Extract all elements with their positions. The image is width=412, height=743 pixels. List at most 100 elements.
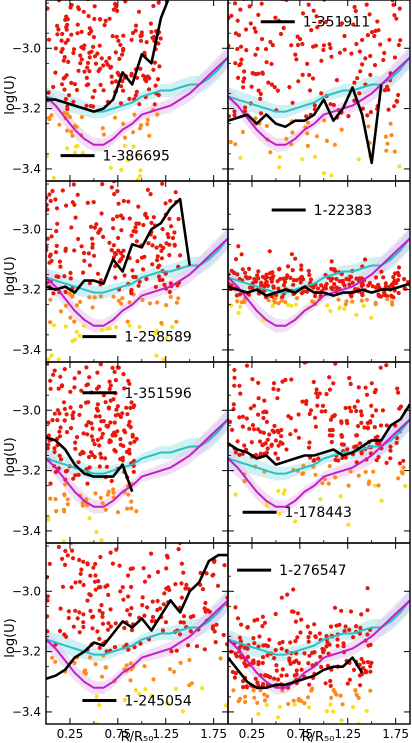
spaxel-point <box>158 36 163 41</box>
spaxel-point <box>256 88 261 93</box>
spaxel-point <box>307 440 312 445</box>
plot-area <box>228 586 410 724</box>
spaxel-point <box>62 406 67 412</box>
spaxel-point <box>369 403 374 408</box>
spaxel-point <box>144 215 150 220</box>
spaxel-point <box>252 276 257 282</box>
spaxel-point <box>380 408 385 413</box>
spaxel-point <box>58 425 63 430</box>
spaxel-point <box>113 433 118 438</box>
spaxel-point <box>64 25 69 30</box>
spaxel-point <box>222 563 227 568</box>
spaxel-point <box>240 451 245 456</box>
spaxel-point <box>372 483 377 488</box>
spaxel-point <box>103 456 108 461</box>
spaxel-point <box>367 280 372 286</box>
spaxel-point <box>113 553 117 557</box>
spaxel-point <box>46 90 51 95</box>
spaxel-point <box>328 702 333 707</box>
panel-8: 0.25 0.75 1.25 1.75 1-276547 <box>227 542 411 741</box>
spaxel-point <box>70 556 76 561</box>
spaxel-point <box>309 28 314 33</box>
reference-band-cyan <box>228 408 410 481</box>
spaxel-point <box>57 122 62 127</box>
spaxel-point <box>307 682 312 687</box>
spaxel-point <box>134 89 139 94</box>
spaxel-point <box>95 402 100 407</box>
spaxel-point <box>118 589 123 594</box>
spaxel-point <box>111 294 116 299</box>
spaxel-point <box>270 303 275 309</box>
spaxel-point <box>91 614 96 619</box>
spaxel-point <box>276 430 281 435</box>
spaxel-point <box>317 631 322 636</box>
spaxel-point <box>265 446 270 451</box>
spaxel-point <box>290 268 295 273</box>
spaxel-point <box>391 280 396 285</box>
galaxy-profile-line <box>228 656 364 690</box>
spaxel-point <box>189 681 194 686</box>
spaxel-point <box>70 200 75 205</box>
spaxel-point <box>65 502 70 507</box>
spaxel-point <box>117 259 122 264</box>
spaxel-point <box>77 630 82 635</box>
spaxel-point <box>317 391 322 396</box>
spaxel-point <box>157 64 162 69</box>
spaxel-point <box>151 376 155 380</box>
reference-line-cyan <box>228 56 410 113</box>
spaxel-point <box>66 59 71 64</box>
spaxel-point <box>339 127 344 132</box>
y-tick-label: −3.2 <box>12 645 41 659</box>
spaxel-point <box>136 9 142 14</box>
spaxel-point <box>293 519 298 524</box>
spaxel-point <box>315 25 320 30</box>
spaxel-point <box>139 509 143 513</box>
spaxel-point <box>96 579 101 584</box>
spaxel-point <box>81 559 86 564</box>
spaxel-point <box>378 423 384 428</box>
spaxel-point <box>150 35 155 40</box>
spaxel-point <box>305 120 311 125</box>
spaxel-point <box>291 278 296 283</box>
spaxel-point <box>149 693 154 698</box>
spaxel-point <box>347 677 352 682</box>
spaxel-point <box>370 284 375 289</box>
plot-area <box>46 509 228 724</box>
spaxel-point <box>115 8 120 13</box>
spaxel-point <box>169 224 174 229</box>
spaxel-point <box>100 431 105 436</box>
spaxel-point <box>285 302 291 307</box>
spaxel-point <box>72 376 77 381</box>
spaxel-point <box>385 141 390 146</box>
spaxel-point <box>108 624 113 629</box>
spaxel-point <box>121 88 126 93</box>
spaxel-point <box>80 503 85 508</box>
spaxel-point <box>260 614 265 619</box>
spaxel-point <box>62 367 67 372</box>
spaxel-point <box>306 705 312 710</box>
spaxel-point <box>73 215 78 220</box>
reference-band-magenta <box>46 227 228 333</box>
panel-5: −3.4 −3.2 −3.0 1-351596 <box>12 361 229 557</box>
spaxel-point <box>59 82 65 87</box>
spaxel-point <box>46 357 51 362</box>
spaxel-point <box>88 224 94 229</box>
spaxel-point <box>210 624 216 629</box>
spaxel-point <box>114 547 119 552</box>
spaxel-point <box>174 518 178 522</box>
spaxel-point <box>237 635 242 640</box>
spaxel-point <box>352 4 357 10</box>
spaxel-point <box>110 34 115 39</box>
spaxel-point <box>188 629 193 634</box>
spaxel-point <box>278 276 283 282</box>
spaxel-point <box>120 52 125 57</box>
spaxel-point <box>327 42 332 47</box>
spaxel-point <box>298 280 303 285</box>
spaxel-point <box>238 304 243 309</box>
spaxel-point <box>76 236 81 242</box>
spaxel-point <box>116 298 121 303</box>
spaxel-point <box>62 55 67 60</box>
spaxel-point <box>119 537 123 541</box>
spaxel-point <box>151 677 156 682</box>
spaxel-point <box>101 88 106 93</box>
